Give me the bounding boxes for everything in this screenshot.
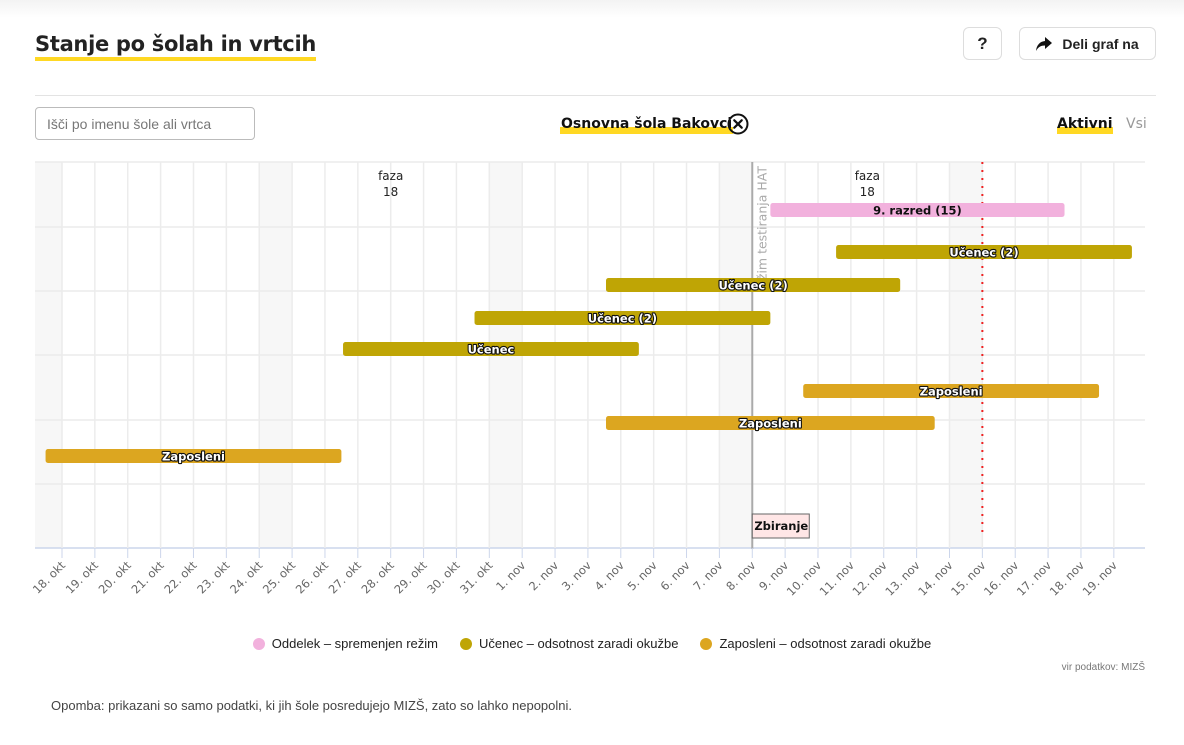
header-divider — [35, 95, 1156, 96]
chart-legend: Oddelek – spremenjen režim Učenec – odso… — [0, 636, 1184, 651]
legend-dot-oddelek — [252, 637, 265, 650]
x-tick-label: 12. nov — [850, 558, 890, 598]
x-tick-label: 18. okt — [30, 558, 69, 597]
bar-label: Učenec (2) — [949, 246, 1018, 260]
filter-active-tab[interactable]: Aktivni — [1057, 115, 1113, 134]
legend-dot-zaposleni — [700, 637, 713, 650]
bars: 9. razred (15) Učenec (2) Učenec (2) Učenec… — [45, 203, 1132, 539]
x-tick-label: 5. nov — [625, 558, 660, 593]
x-tick-label: 4. nov — [592, 558, 627, 593]
x-tick-label: 26. okt — [293, 558, 332, 597]
x-tick-label: 3. nov — [559, 558, 594, 593]
page-title: Stanje po šolah in vrtcih — [35, 32, 316, 61]
share-button-label: Deli graf na — [1062, 35, 1139, 52]
legend-item-oddelek[interactable]: Oddelek – spremenjen režim — [252, 636, 438, 651]
x-tick-label: 7. nov — [690, 558, 725, 593]
share-arrow-icon — [1036, 36, 1053, 51]
x-tick-label: 11. nov — [817, 558, 857, 598]
x-tick-label: 17. nov — [1014, 558, 1054, 598]
x-tick-label: 1. nov — [493, 558, 528, 593]
x-tick-label: 19. okt — [63, 558, 102, 597]
legend-label: Oddelek – spremenjen režim — [271, 636, 438, 651]
help-button[interactable]: ? — [963, 27, 1002, 60]
x-tick-label: 24. okt — [227, 558, 266, 597]
filter-all-tab[interactable]: Vsi — [1126, 116, 1147, 132]
bar-label: Zaposleni — [162, 450, 225, 464]
x-tick-label: 23. okt — [194, 558, 233, 597]
legend-item-zaposleni[interactable]: Zaposleni – odsotnost zaradi okužbe — [700, 636, 931, 651]
x-tick-label: 18. nov — [1047, 558, 1087, 598]
x-tick-label: 14. nov — [915, 558, 955, 598]
legend-label: Učenec – odsotnost zaradi okužbe — [478, 636, 679, 651]
x-tick-label: 8. nov — [723, 558, 758, 593]
bar-ucenec — [343, 342, 639, 356]
bar-zaposleni — [605, 416, 935, 430]
legend-dot-ucenec — [459, 637, 472, 650]
x-tick-label: 16. nov — [981, 558, 1021, 598]
search-input[interactable] — [35, 107, 255, 140]
bar-oddelek — [770, 203, 1065, 217]
x-tick-label: 27. okt — [326, 558, 365, 597]
bar-zaposleni — [45, 449, 342, 463]
x-tick-label: 15. nov — [948, 558, 988, 598]
x-tick-label: 19. nov — [1080, 558, 1120, 598]
x-tick-label: 6. nov — [657, 558, 692, 593]
x-tick-label: 2. nov — [526, 558, 561, 593]
top-fade — [0, 0, 1184, 18]
x-tick-label: 21. okt — [128, 558, 167, 597]
x-tick-label: 28. okt — [359, 558, 398, 597]
bar-label: 9. razred (15) — [873, 204, 962, 218]
phase-labels: faza 18 faza 18 — [378, 169, 880, 199]
close-circle-icon[interactable] — [727, 113, 749, 135]
zbiranje-flag-label: Zbiranje — [754, 519, 808, 533]
phase-label-line2: 18 — [383, 185, 398, 199]
bar-label: Zaposleni — [920, 385, 983, 399]
x-tick-label: 31. okt — [457, 558, 496, 597]
share-button[interactable]: Deli graf na — [1019, 27, 1156, 60]
bar-label: Učenec — [468, 343, 515, 357]
x-tick-label: 29. okt — [391, 558, 430, 597]
phase-label-line1: faza — [378, 169, 403, 183]
zbiranje-flag — [751, 513, 810, 539]
x-tick-label: 22. okt — [161, 558, 200, 597]
data-source: vir podatkov: MIZŠ — [1061, 662, 1145, 673]
hat-testing-marker-label: režim testiranja HAT — [754, 166, 769, 293]
selected-school: Osnovna šola Bakovci — [560, 115, 734, 134]
legend-label: Zaposleni – odsotnost zaradi okužbe — [719, 636, 932, 651]
bar-ucenec — [474, 311, 771, 325]
bar-ucenec — [836, 245, 1132, 259]
bar-label: Učenec (2) — [588, 312, 657, 326]
legend-item-ucenec[interactable]: Učenec – odsotnost zaradi okužbe — [459, 636, 679, 651]
x-tick-label: 20. okt — [96, 558, 135, 597]
bar-zaposleni — [803, 384, 1100, 398]
marker-lines: režim testiranja HAT — [751, 162, 984, 549]
bar-label: Učenec (2) — [718, 279, 787, 293]
phase-label-line2: 18 — [860, 185, 875, 199]
x-tick-label: 25. okt — [260, 558, 299, 597]
footnote: Opomba: prikazani so samo podatki, ki ji… — [51, 698, 573, 713]
phase-label-line1: faza — [855, 169, 880, 183]
x-tick-label: 10. nov — [784, 558, 824, 598]
x-tick-label: 13. nov — [882, 558, 922, 598]
bar-label: Zaposleni — [739, 417, 802, 431]
bar-ucenec — [605, 278, 901, 292]
x-tick-label: 30. okt — [424, 558, 463, 597]
gantt-chart: faza 18 faza 18 režim testiranja HAT 9. raz… — [30, 161, 1145, 599]
